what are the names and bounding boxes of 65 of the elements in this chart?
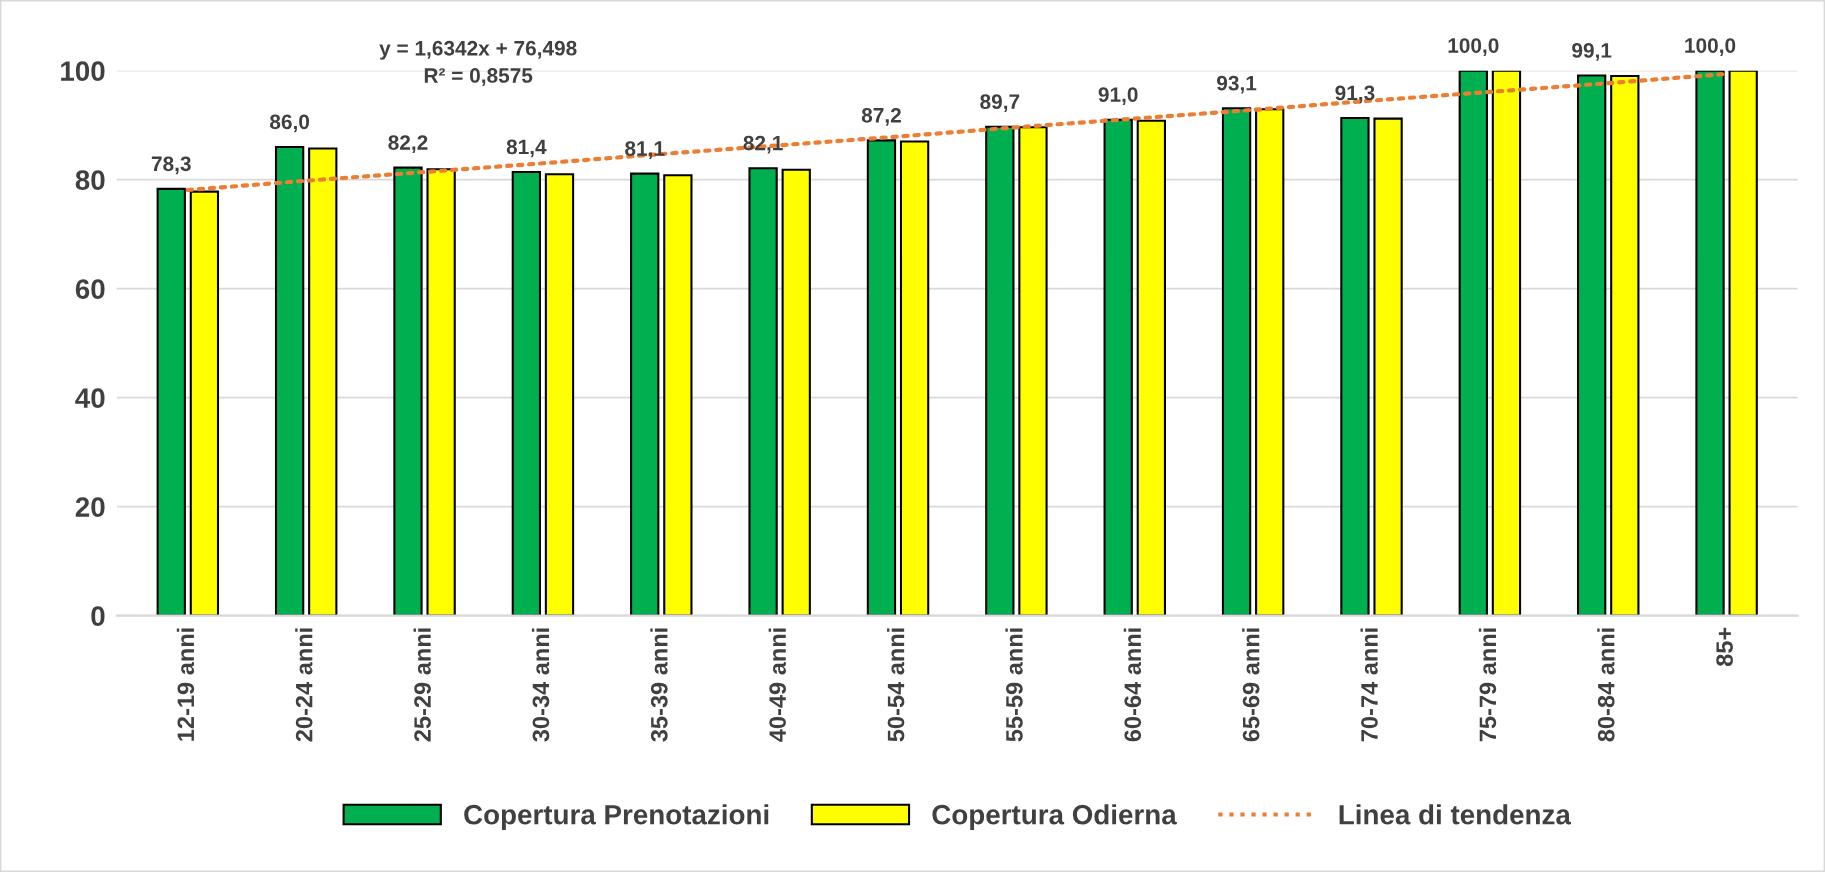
bar	[189, 190, 220, 616]
bar	[156, 187, 186, 616]
bar	[1491, 70, 1522, 616]
data-label: 99,1	[1572, 43, 1612, 61]
x-tick-label: 70-74 anni	[1360, 628, 1378, 742]
x-tick-label: 35-39 anni	[650, 628, 668, 742]
x-tick-label: 80-84 anni	[1597, 628, 1615, 742]
bar	[1103, 118, 1133, 616]
bar	[1610, 75, 1640, 616]
data-label: 78,3	[151, 156, 191, 175]
bar	[1373, 117, 1403, 616]
bar	[393, 166, 423, 616]
bar	[426, 168, 456, 616]
y-tick-label: 0	[91, 606, 105, 626]
bar	[1255, 108, 1285, 616]
x-tick-label: 85+	[1716, 627, 1733, 667]
legend-label: Copertura Odierna	[932, 804, 1177, 831]
bar	[1728, 70, 1758, 616]
data-label: 91,3	[1335, 85, 1375, 104]
bar	[748, 167, 778, 616]
data-label: 93,1	[1217, 75, 1257, 94]
legend-label: Copertura Prenotazioni	[464, 804, 769, 831]
bar	[1695, 70, 1725, 616]
data-label: 100,0	[1685, 38, 1736, 56]
bar	[630, 172, 660, 616]
y-tick-label: 60	[75, 279, 105, 299]
bar	[511, 170, 542, 616]
bar	[985, 125, 1015, 616]
legend-label: Linea di tendenza	[1339, 804, 1572, 825]
bar	[899, 140, 930, 616]
bar	[274, 145, 305, 616]
x-tick-label: 55-59 anni	[1005, 628, 1023, 742]
data-label: 100,0	[1448, 38, 1499, 56]
y-tick-label: 20	[75, 497, 105, 517]
bar	[1458, 70, 1488, 616]
data-label: 86,0	[270, 114, 310, 133]
bar	[781, 168, 811, 616]
x-tick-label: 25-29 anni	[413, 628, 431, 742]
x-tick-label: 65-69 anni	[1242, 628, 1260, 742]
y-tick-label: 100	[61, 61, 105, 81]
y-tick-label: 40	[75, 388, 105, 408]
x-tick-label: 12-19 anni	[176, 628, 195, 741]
data-label: 89,7	[980, 94, 1020, 113]
bar	[663, 174, 693, 616]
data-label: 87,2	[861, 107, 901, 126]
bar	[1221, 107, 1252, 616]
bar	[308, 147, 338, 616]
x-tick-label: 30-34 anni	[531, 628, 550, 742]
annotation: R² = 0,8575	[424, 68, 533, 86]
data-label: 81,4	[506, 139, 547, 158]
bar	[1018, 126, 1048, 616]
x-tick-label: 50-54 anni	[887, 628, 905, 742]
x-tick-label: 60-64 anni	[1123, 628, 1142, 742]
y-tick-label: 80	[75, 170, 105, 190]
x-tick-label: 75-79 anni	[1478, 628, 1497, 742]
x-tick-label: 20-24 anni	[295, 628, 313, 742]
bar	[866, 139, 897, 616]
x-tick-label: 40-49 anni	[768, 628, 786, 742]
bar	[1577, 74, 1607, 616]
data-label: 82,2	[388, 135, 428, 153]
text: y = 1,6342x + 76,498	[379, 40, 577, 60]
bar	[1136, 119, 1166, 616]
bar	[544, 173, 575, 616]
bar	[1340, 117, 1370, 616]
data-label: 91,0	[1098, 87, 1138, 105]
